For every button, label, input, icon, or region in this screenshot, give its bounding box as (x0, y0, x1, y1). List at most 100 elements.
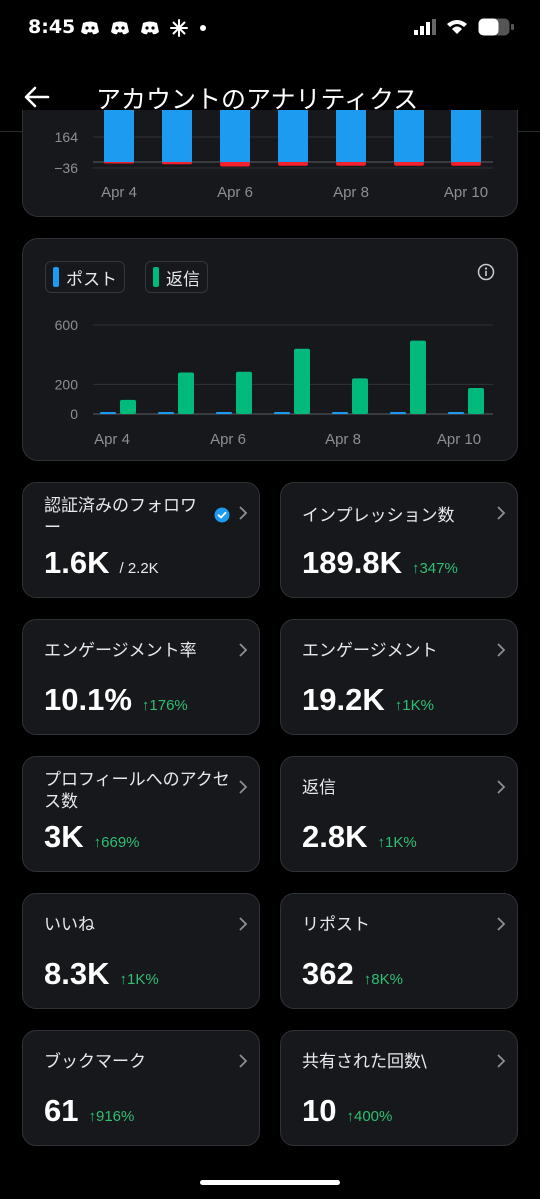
bar-posts (332, 412, 348, 414)
y-tick-label: −36 (54, 160, 78, 176)
bar-replies (294, 348, 310, 414)
bar-impressions (278, 110, 308, 162)
stat-card-engagements[interactable]: エンゲージメント 19.2K ↑1K% (280, 619, 518, 735)
stat-delta: ↑1K% (377, 834, 417, 851)
chevron-right-icon (239, 1054, 248, 1068)
stat-delta: ↑916% (88, 1108, 135, 1125)
bar-negative (278, 162, 308, 166)
bar-negative (220, 162, 250, 167)
stat-card-impressions[interactable]: インプレッション数 189.8K ↑347% (280, 482, 518, 598)
stat-label: インプレッション数 (302, 506, 455, 526)
info-icon[interactable] (477, 263, 495, 281)
stat-delta: ↑400% (346, 1108, 393, 1125)
bar-replies (178, 372, 194, 414)
stat-card-likes[interactable]: いいね 8.3K ↑1K% (22, 893, 260, 1009)
stat-number: 2.8K (302, 819, 368, 854)
stat-card-replies[interactable]: 返信 2.8K ↑1K% (280, 756, 518, 872)
stat-label: ブックマーク (44, 1052, 146, 1072)
bar-replies (352, 378, 368, 414)
discord-icon (141, 21, 159, 35)
x-tick-label: Apr 8 (325, 431, 361, 448)
bar-posts (158, 412, 174, 414)
stat-card-shares[interactable]: 共有された回数\ 10 ↑400% (280, 1030, 518, 1146)
stat-number: 362 (302, 956, 354, 991)
bar-posts (100, 412, 116, 414)
stat-card-engagement-rate[interactable]: エンゲージメント率 10.1% ↑176% (22, 619, 260, 735)
bar-impressions (104, 110, 134, 162)
bar-posts (390, 412, 406, 414)
stat-value: 3K ↑669% (44, 819, 140, 855)
impressions-chart-card: 164 −36 Apr 4 Apr 6 Apr 8 Apr 10 (22, 110, 518, 217)
stat-number: 1.6K (44, 545, 110, 580)
stat-delta: ↑347% (411, 560, 458, 577)
stat-number: 19.2K (302, 682, 385, 717)
bar-impressions (394, 110, 424, 162)
stat-value: 19.2K ↑1K% (302, 682, 434, 718)
stat-card-reposts[interactable]: リポスト 362 ↑8K% (280, 893, 518, 1009)
bar-impressions (451, 110, 481, 162)
stat-delta: ↑8K% (363, 971, 403, 988)
stat-label: リポスト (302, 915, 370, 935)
stat-value: 10.1% ↑176% (44, 682, 188, 718)
stat-label: エンゲージメント (302, 641, 438, 661)
legend-replies-label: 返信 (166, 269, 200, 290)
posts-replies-chart: 600 200 0 Apr 4 Apr 6 Apr 8 Apr 10 (55, 317, 493, 448)
discord-icon (111, 21, 129, 35)
legend-posts-swatch (53, 267, 59, 287)
stat-card-verified-followers[interactable]: 認証済みのフォロワー 1.6K / 2.2K (22, 482, 260, 598)
wifi-icon (447, 20, 467, 34)
bar-posts (274, 412, 290, 414)
stat-value: 1.6K / 2.2K (44, 545, 159, 581)
stat-label: エンゲージメント率 (44, 641, 197, 661)
stat-label: 共有された回数\ (302, 1052, 427, 1072)
chevron-right-icon (497, 1054, 506, 1068)
status-bar: 8:45 (0, 0, 540, 60)
page-title: アカウントのアナリティクス (96, 85, 419, 114)
back-arrow-icon[interactable] (22, 82, 52, 112)
bar-replies (120, 399, 136, 414)
impressions-chart: 164 −36 Apr 4 Apr 6 Apr 8 Apr 10 (54, 110, 493, 201)
home-indicator[interactable] (200, 1180, 340, 1185)
stat-label: プロフィールへのアクセス数 (44, 770, 230, 812)
x-tick-label: Apr 10 (444, 184, 488, 201)
battery-icon (478, 18, 514, 36)
stat-total: / 2.2K (119, 560, 159, 577)
chevron-right-icon (497, 506, 506, 520)
stat-label: 認証済みのフォロワー (44, 496, 197, 538)
bar-impressions (220, 110, 250, 162)
chevron-right-icon (497, 780, 506, 794)
bar-posts (448, 412, 464, 414)
stat-number: 189.8K (302, 545, 402, 580)
y-tick-label: 0 (70, 406, 78, 422)
x-tick-label: Apr 4 (94, 431, 130, 448)
stat-delta: ↑1K% (119, 971, 159, 988)
legend-posts[interactable]: ポスト (45, 261, 125, 293)
legend-replies[interactable]: 返信 (145, 261, 208, 293)
stat-card-bookmarks[interactable]: ブックマーク 61 ↑916% (22, 1030, 260, 1146)
bar-replies (468, 388, 484, 414)
y-tick-label: 164 (55, 129, 79, 145)
spark-icon (170, 19, 188, 37)
notification-icons (80, 19, 208, 37)
stat-card-profile-visits[interactable]: プロフィールへのアクセス数 3K ↑669% (22, 756, 260, 872)
bar-negative (162, 162, 192, 165)
bar-posts (216, 412, 232, 414)
x-tick-label: Apr 4 (101, 184, 137, 201)
stat-number: 10 (302, 1093, 337, 1128)
bar-replies (236, 371, 252, 414)
x-tick-label: Apr 8 (333, 184, 369, 201)
stat-value: 10 ↑400% (302, 1093, 392, 1129)
chevron-right-icon (497, 917, 506, 931)
bar-impressions (336, 110, 366, 162)
status-time: 8:45 (28, 16, 76, 38)
chart-legend: ポスト 返信 (45, 261, 208, 293)
verified-badge-icon (214, 507, 230, 523)
stat-number: 10.1% (44, 682, 132, 717)
chevron-right-icon (239, 917, 248, 931)
discord-icon (81, 21, 99, 35)
stat-label: いいね (44, 915, 95, 935)
bar-impressions (162, 110, 192, 162)
chevron-right-icon (239, 643, 248, 657)
bar-negative (336, 162, 366, 166)
stat-delta: ↑669% (93, 834, 140, 851)
